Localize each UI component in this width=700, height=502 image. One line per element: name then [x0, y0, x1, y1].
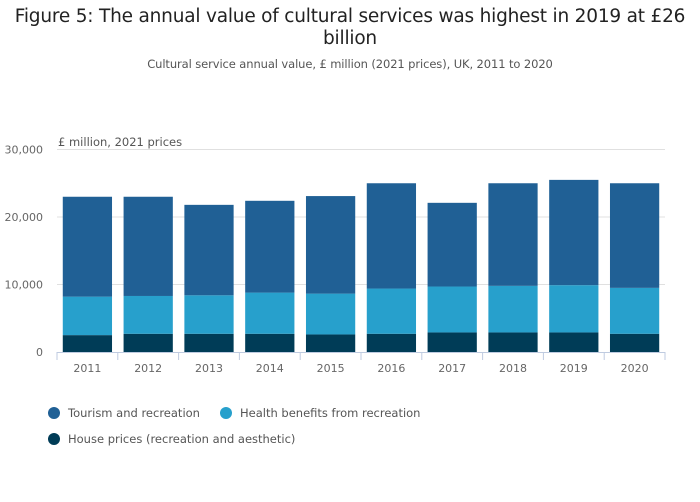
- bar-tourism-and-recreation[interactable]: [123, 196, 173, 296]
- y-tick-label: 0: [36, 346, 43, 359]
- bar-tourism-and-recreation[interactable]: [184, 204, 234, 296]
- chart-title: Figure 5: The annual value of cultural s…: [14, 6, 686, 49]
- bar-stack-2012: [123, 196, 173, 352]
- x-tick-label: 2017: [438, 362, 466, 375]
- bar-stack-2013: [184, 204, 234, 352]
- bar-stack-2014: [245, 200, 295, 352]
- bar-house-prices-recreation-and-aesthetic[interactable]: [184, 333, 234, 352]
- chart-subtitle: Cultural service annual value, £ million…: [147, 57, 553, 71]
- bar-stack-2019: [549, 179, 599, 352]
- legend-label: Tourism and recreation: [68, 406, 200, 420]
- legend-item-health[interactable]: Health benefits from recreation: [220, 406, 420, 420]
- bar-health-benefits-from-recreation[interactable]: [427, 286, 477, 333]
- bar-health-benefits-from-recreation[interactable]: [488, 285, 538, 333]
- bar-health-benefits-from-recreation[interactable]: [245, 292, 295, 334]
- x-tick-labels: 2011 2012 2013 2014 2015 2016 2017 2018 2019 2020: [73, 362, 648, 375]
- bar-health-benefits-from-recreation[interactable]: [123, 295, 173, 334]
- bar-stack-2011: [62, 196, 113, 352]
- bar-tourism-and-recreation[interactable]: [609, 183, 660, 288]
- bar-house-prices-recreation-and-aesthetic[interactable]: [427, 332, 477, 352]
- bar-health-benefits-from-recreation[interactable]: [549, 285, 599, 333]
- bar-house-prices-recreation-and-aesthetic[interactable]: [123, 333, 173, 352]
- y-axis-unit-label: £ million, 2021 prices: [58, 135, 182, 149]
- x-tick-label: 2019: [560, 362, 588, 375]
- bar-house-prices-recreation-and-aesthetic[interactable]: [609, 333, 660, 352]
- bar-health-benefits-from-recreation[interactable]: [609, 287, 660, 334]
- bar-stack-2020: [609, 183, 660, 352]
- x-tick-label: 2020: [621, 362, 649, 375]
- legend-item-house-prices[interactable]: House prices (recreation and aesthetic): [48, 432, 295, 446]
- bar-stack-2015: [305, 196, 356, 352]
- bar-house-prices-recreation-and-aesthetic[interactable]: [305, 334, 356, 352]
- bar-tourism-and-recreation[interactable]: [366, 183, 417, 289]
- x-axis: [56, 352, 666, 360]
- bar-tourism-and-recreation[interactable]: [62, 196, 113, 297]
- legend-label: Health benefits from recreation: [240, 406, 421, 420]
- legend-dot-house-prices-icon: [48, 433, 60, 445]
- bars: [62, 179, 660, 352]
- x-tick-label: 2014: [256, 362, 284, 375]
- y-tick-label: 10,000: [5, 279, 44, 292]
- x-tick-label: 2015: [317, 362, 345, 375]
- bar-tourism-and-recreation[interactable]: [245, 200, 295, 293]
- bar-health-benefits-from-recreation[interactable]: [366, 288, 417, 334]
- legend-label: House prices (recreation and aesthetic): [68, 432, 296, 446]
- bar-tourism-and-recreation[interactable]: [427, 202, 477, 287]
- y-tick-label: 30,000: [5, 144, 44, 157]
- legend-item-tourism[interactable]: Tourism and recreation: [48, 406, 200, 420]
- bar-health-benefits-from-recreation[interactable]: [62, 296, 113, 336]
- x-tick-label: 2013: [195, 362, 223, 375]
- bar-house-prices-recreation-and-aesthetic[interactable]: [488, 332, 538, 352]
- x-tick-label: 2012: [134, 362, 162, 375]
- bar-tourism-and-recreation[interactable]: [488, 183, 538, 286]
- bar-house-prices-recreation-and-aesthetic[interactable]: [62, 335, 113, 352]
- y-tick-labels: 0 10,000 20,000 30,000: [5, 144, 44, 360]
- bar-health-benefits-from-recreation[interactable]: [184, 295, 234, 334]
- legend-dot-tourism-icon: [48, 407, 60, 419]
- bar-house-prices-recreation-and-aesthetic[interactable]: [245, 333, 295, 352]
- bar-stack-2017: [427, 202, 477, 352]
- bar-house-prices-recreation-and-aesthetic[interactable]: [549, 332, 599, 352]
- bar-stack-2016: [366, 183, 417, 352]
- bar-health-benefits-from-recreation[interactable]: [305, 293, 356, 335]
- x-tick-label: 2018: [499, 362, 527, 375]
- bar-stack-2018: [488, 183, 538, 352]
- legend-dot-health-icon: [220, 407, 232, 419]
- bar-tourism-and-recreation[interactable]: [549, 179, 599, 286]
- y-tick-label: 20,000: [5, 211, 44, 224]
- bar-house-prices-recreation-and-aesthetic[interactable]: [366, 333, 417, 352]
- x-tick-label: 2016: [377, 362, 405, 375]
- x-tick-label: 2011: [73, 362, 101, 375]
- bar-tourism-and-recreation[interactable]: [305, 196, 356, 294]
- chart-svg: 0 10,000 20,000 30,000 £ million, 2021 pric…: [5, 135, 666, 375]
